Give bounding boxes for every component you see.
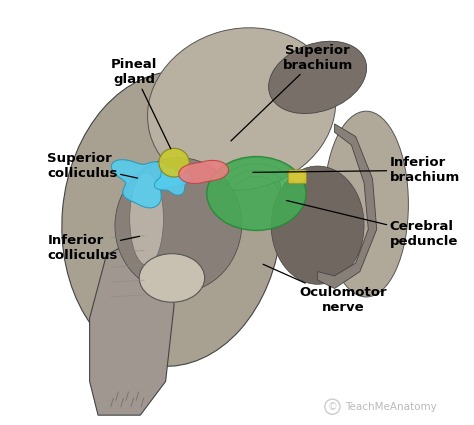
Text: Superior
colliculus: Superior colliculus bbox=[47, 152, 137, 180]
Text: Inferior
colliculus: Inferior colliculus bbox=[47, 235, 140, 262]
Text: ©: © bbox=[328, 402, 337, 412]
Ellipse shape bbox=[289, 171, 306, 182]
Ellipse shape bbox=[130, 173, 164, 265]
Ellipse shape bbox=[147, 28, 336, 190]
Ellipse shape bbox=[271, 166, 364, 284]
Polygon shape bbox=[155, 167, 191, 195]
Ellipse shape bbox=[159, 148, 189, 177]
Text: Inferior
brachium: Inferior brachium bbox=[253, 156, 460, 184]
Polygon shape bbox=[179, 160, 228, 184]
Ellipse shape bbox=[139, 254, 205, 302]
Ellipse shape bbox=[324, 111, 409, 297]
Text: TeachMeAnatomy: TeachMeAnatomy bbox=[345, 402, 437, 412]
FancyBboxPatch shape bbox=[288, 170, 307, 184]
Text: Cerebral
peduncle: Cerebral peduncle bbox=[287, 201, 458, 248]
Text: Oculomotor
nerve: Oculomotor nerve bbox=[263, 264, 387, 314]
Ellipse shape bbox=[115, 158, 242, 293]
Polygon shape bbox=[318, 124, 377, 289]
Text: Pineal
gland: Pineal gland bbox=[111, 58, 171, 149]
Ellipse shape bbox=[207, 156, 306, 230]
Polygon shape bbox=[111, 160, 186, 208]
Ellipse shape bbox=[269, 41, 366, 113]
Text: Superior
brachium: Superior brachium bbox=[231, 44, 353, 141]
Polygon shape bbox=[90, 238, 174, 415]
Ellipse shape bbox=[62, 71, 282, 366]
